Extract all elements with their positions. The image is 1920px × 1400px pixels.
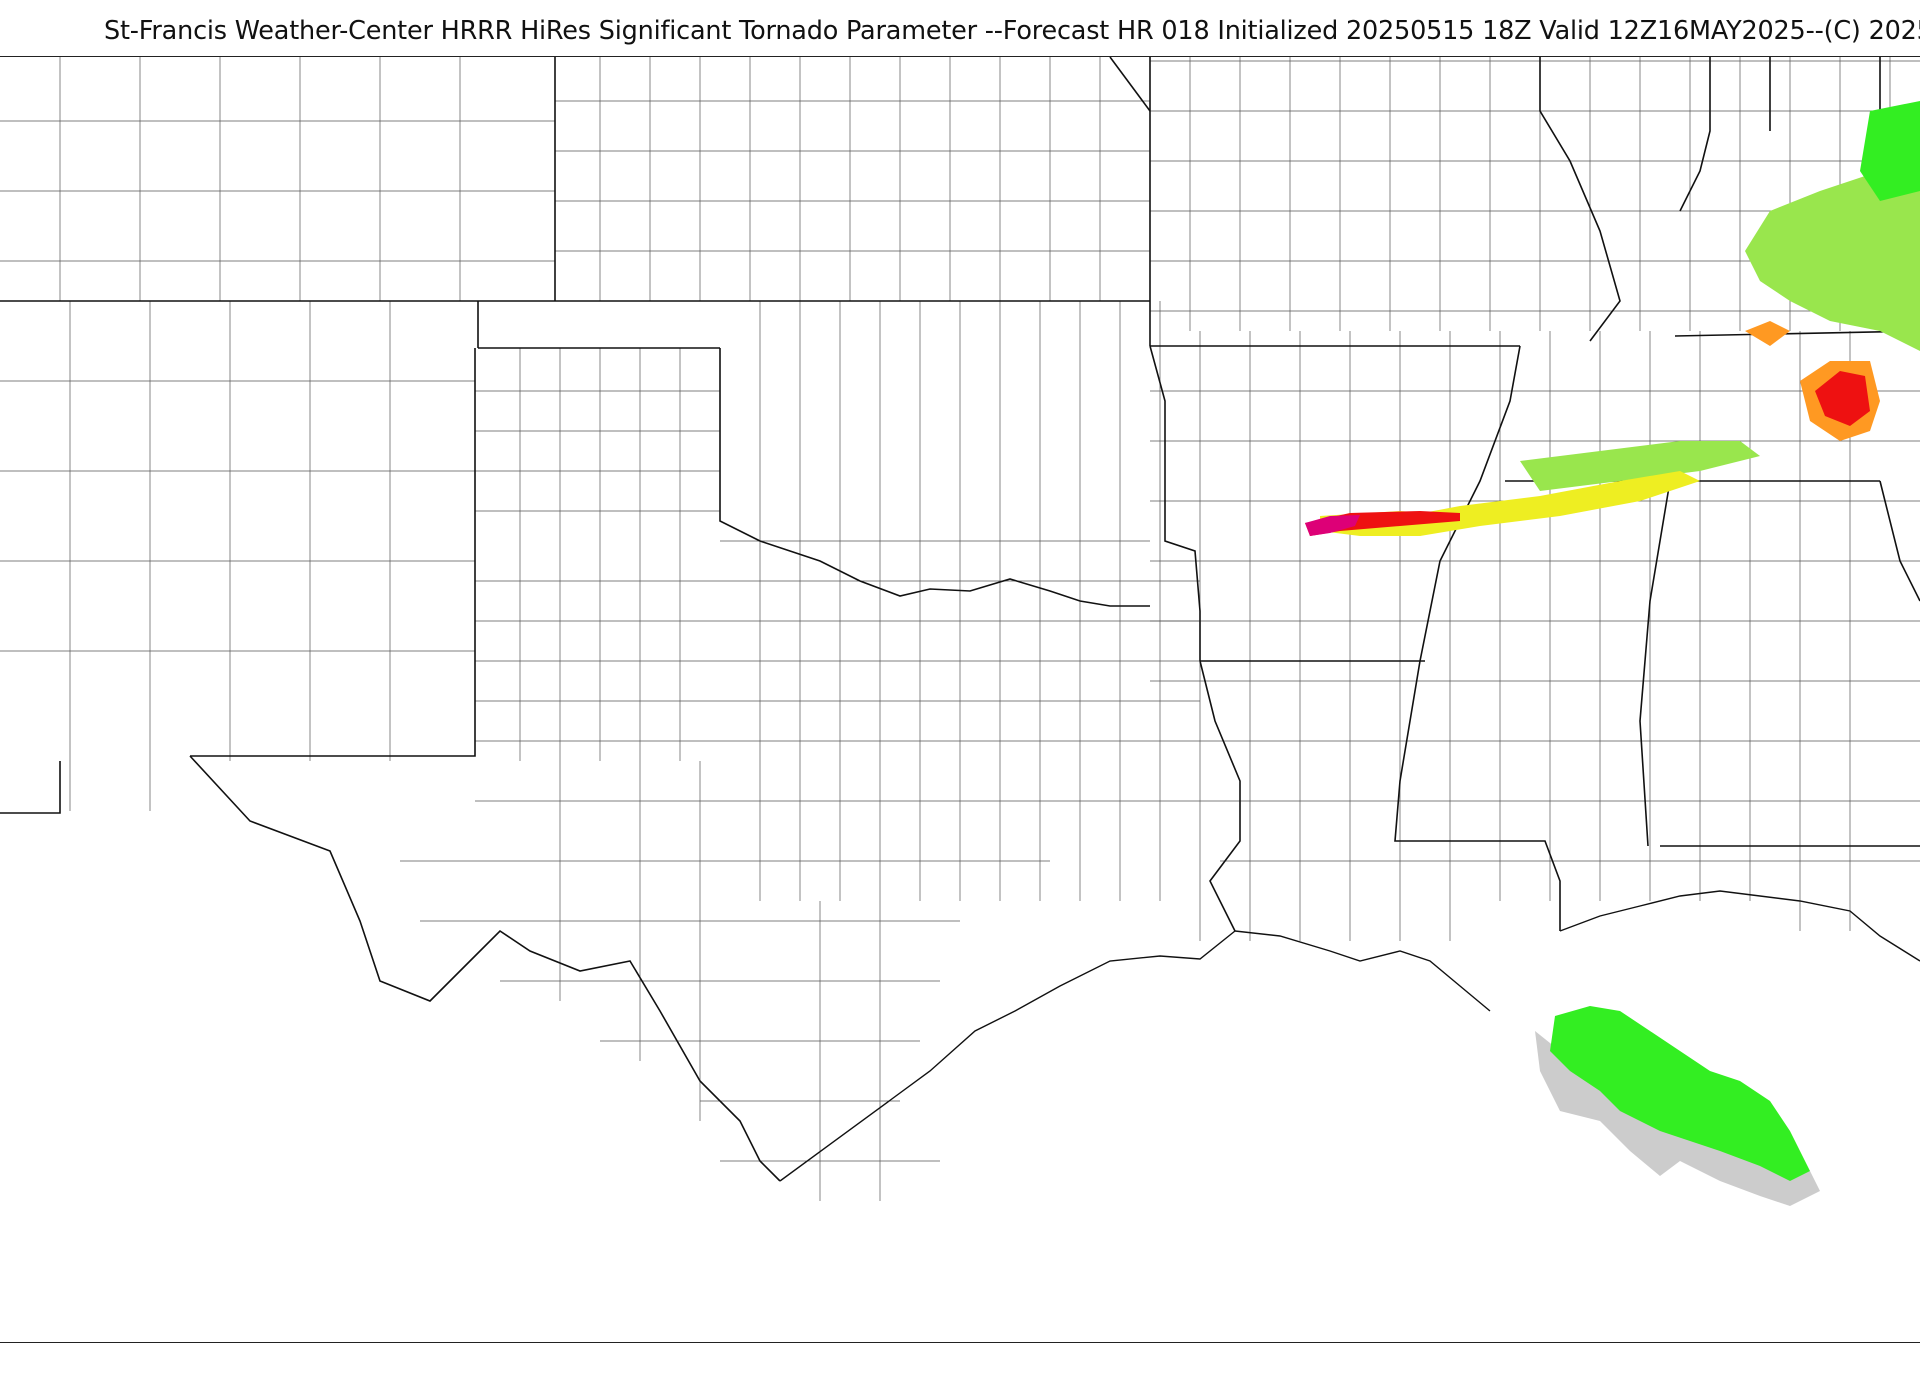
- stp-red-northeast: [1815, 371, 1870, 426]
- stp-green-gulf: [1550, 1006, 1810, 1181]
- state-borders: [0, 57, 1920, 1182]
- map-panel: [0, 56, 1920, 1343]
- coastline: [779, 890, 1920, 1182]
- stp-magenta-core: [1305, 515, 1360, 536]
- weather-map: [0, 57, 1920, 1206]
- stp-shading: [1305, 101, 1920, 1206]
- map-title: St-Francis Weather-Center HRRR HiRes Sig…: [104, 16, 1920, 46]
- stp-green-line: [1520, 441, 1760, 491]
- stp-orange-small: [1745, 321, 1790, 346]
- stp-green-northeast: [1745, 151, 1920, 351]
- stp-green-northeast-2: [1860, 101, 1920, 201]
- county-lines: [0, 57, 1920, 1201]
